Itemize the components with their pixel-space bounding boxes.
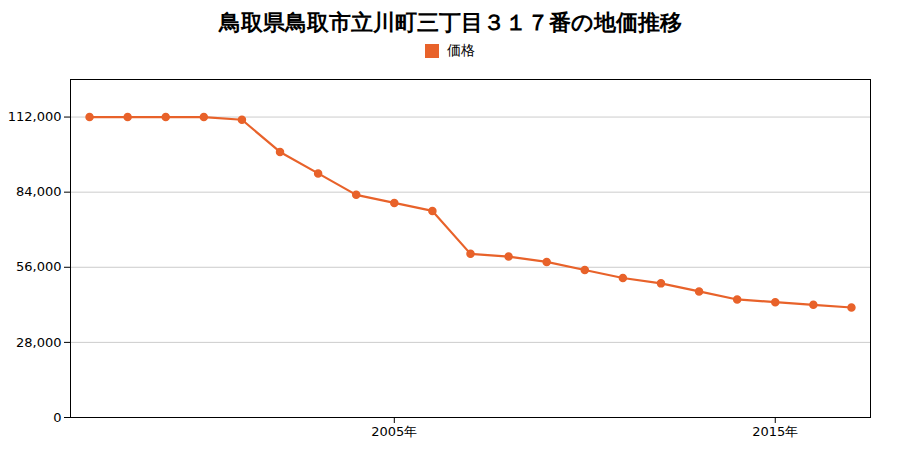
svg-text:84,000: 84,000 <box>16 184 62 199</box>
svg-text:28,000: 28,000 <box>16 335 62 350</box>
svg-text:2005年: 2005年 <box>371 424 417 439</box>
svg-text:112,000: 112,000 <box>8 109 62 124</box>
svg-text:2015年: 2015年 <box>752 424 798 439</box>
html-text:価格: 価格 <box>447 42 475 58</box>
html-text:鳥取県鳥取市立川町三丁目３１７番の地価推移: 鳥取県鳥取市立川町三丁目３１７番の地価推移 <box>218 10 682 35</box>
svg-text:56,000: 56,000 <box>16 259 62 274</box>
svg-text:0: 0 <box>53 410 61 425</box>
